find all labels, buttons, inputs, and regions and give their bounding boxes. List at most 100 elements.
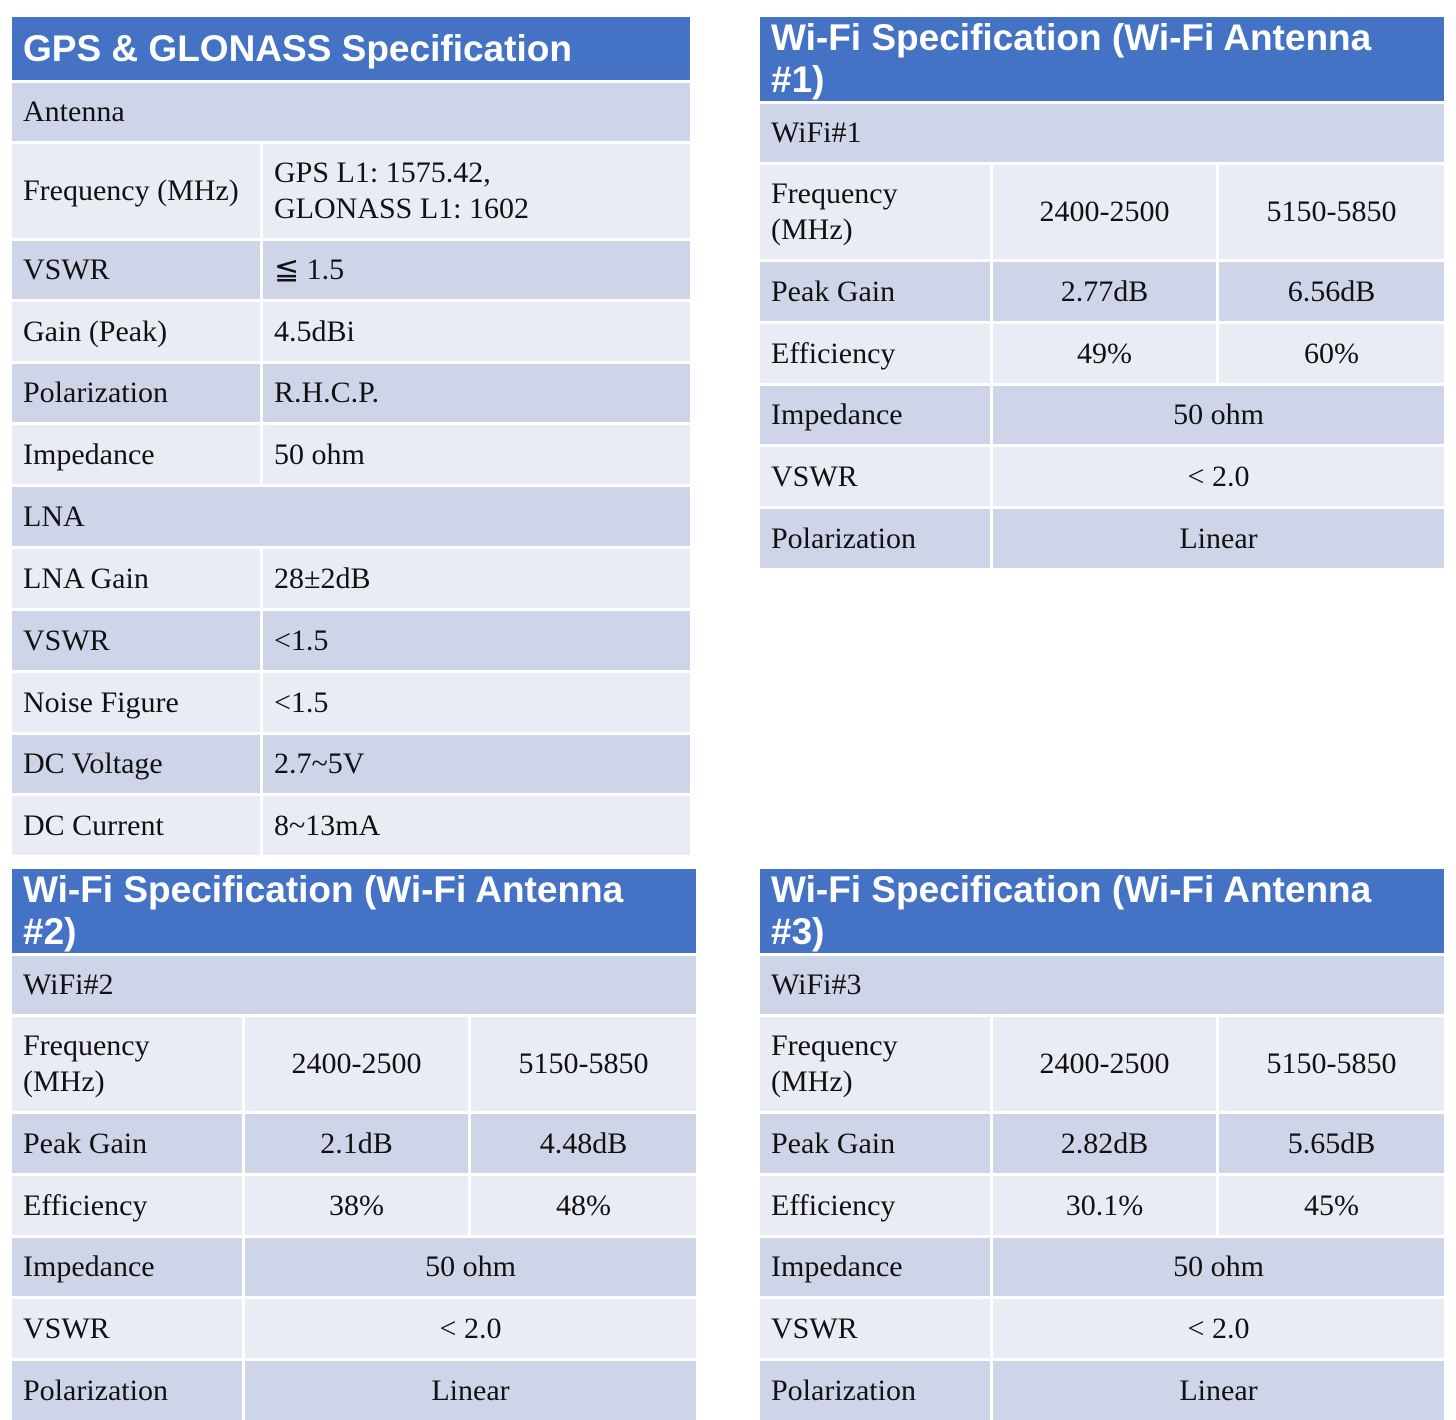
dc-voltage-label: DC Voltage [12,735,263,796]
wifi1-table-title: Wi-Fi Specification (Wi-Fi Antenna #1) [760,17,1444,104]
table-row: VSWR < 2.0 [12,1299,696,1361]
table-row: DC Current 8~13mA [12,796,690,855]
peak-gain-b: 5.65dB [1219,1114,1444,1176]
impedance-label: Impedance [760,1238,993,1299]
table-row: Frequency (MHz) GPS L1: 1575.42, GLONASS … [12,144,690,241]
table-row: DC Voltage 2.7~5V [12,735,690,796]
polarization-value: R.H.C.P. [263,364,690,425]
table-row: Frequency (MHz) 2400-2500 5150-5850 [12,1017,696,1114]
table-row: Peak Gain 2.77dB 6.56dB [760,262,1444,324]
polarization-label: Polarization [12,364,263,425]
polarization-label: Polarization [12,1361,245,1420]
wifi3-section-label: WiFi#3 [760,956,1444,1017]
wifi2-section-label: WiFi#2 [12,956,696,1017]
gps-glonass-table: GPS & GLONASS Specification Antenna Freq… [12,17,690,855]
noise-figure-label: Noise Figure [12,673,263,735]
frequency-label: Frequency (MHz) [760,165,993,262]
peak-gain-label: Peak Gain [760,1114,993,1176]
wifi1-section-label: WiFi#1 [760,104,1444,165]
efficiency-b: 60% [1219,324,1444,386]
polarization-label: Polarization [760,509,993,568]
efficiency-b: 48% [471,1176,696,1238]
lna-vswr-label: VSWR [12,611,263,673]
table-row: Efficiency 38% 48% [12,1176,696,1238]
table-row: VSWR < 2.0 [760,447,1444,509]
noise-figure-value: <1.5 [263,673,690,735]
peak-gain-a: 2.82dB [993,1114,1219,1176]
frequency-label: Frequency (MHz) [12,1017,245,1114]
frequency-value-glonass: GLONASS L1: 1602 [274,192,530,225]
vswr-value: ≦ 1.5 [263,241,690,302]
frequency-band-b: 5150-5850 [1219,1017,1444,1114]
gain-label: Gain (Peak) [12,302,263,364]
table-row: Efficiency 49% 60% [760,324,1444,386]
polarization-label: Polarization [760,1361,993,1420]
impedance-value: 50 ohm [263,425,690,487]
frequency-band-a: 2400-2500 [245,1017,471,1114]
dc-current-label: DC Current [12,796,263,855]
impedance-value: 50 ohm [245,1238,696,1299]
peak-gain-a: 2.1dB [245,1114,471,1176]
vswr-label: VSWR [12,1299,245,1361]
frequency-label: Frequency (MHz) [760,1017,993,1114]
table-row: Polarization Linear [760,509,1444,568]
peak-gain-b: 4.48dB [471,1114,696,1176]
frequency-value: GPS L1: 1575.42, GLONASS L1: 1602 [263,144,690,241]
table-row: Polarization Linear [760,1361,1444,1420]
efficiency-b: 45% [1219,1176,1444,1238]
efficiency-label: Efficiency [12,1176,245,1238]
polarization-value: Linear [245,1361,696,1420]
lna-gain-label: LNA Gain [12,549,263,611]
table-row: LNA Gain 28±2dB [12,549,690,611]
efficiency-a: 38% [245,1176,471,1238]
efficiency-a: 30.1% [993,1176,1219,1238]
table-row: Noise Figure <1.5 [12,673,690,735]
table-row: Antenna [12,83,690,144]
polarization-value: Linear [993,1361,1444,1420]
table-row: Efficiency 30.1% 45% [760,1176,1444,1238]
vswr-value: < 2.0 [245,1299,696,1361]
frequency-band-a: 2400-2500 [993,1017,1219,1114]
efficiency-label: Efficiency [760,1176,993,1238]
lna-gain-value: 28±2dB [263,549,690,611]
table-row: Peak Gain 2.82dB 5.65dB [760,1114,1444,1176]
wifi2-table: Wi-Fi Specification (Wi-Fi Antenna #2) W… [12,869,696,1420]
impedance-label: Impedance [12,1238,245,1299]
efficiency-label: Efficiency [760,324,993,386]
impedance-label: Impedance [760,386,993,447]
dc-voltage-value: 2.7~5V [263,735,690,796]
table-row: Gain (Peak) 4.5dBi [12,302,690,364]
dc-current-value: 8~13mA [263,796,690,855]
table-row: Impedance 50 ohm [12,425,690,487]
lna-section-label: LNA [12,487,690,549]
peak-gain-label: Peak Gain [12,1114,245,1176]
wifi2-table-title: Wi-Fi Specification (Wi-Fi Antenna #2) [12,869,696,956]
wifi3-table: Wi-Fi Specification (Wi-Fi Antenna #3) W… [760,869,1444,1420]
table-row: Impedance 50 ohm [760,1238,1444,1299]
impedance-value: 50 ohm [993,386,1444,447]
efficiency-a: 49% [993,324,1219,386]
frequency-label: Frequency (MHz) [12,144,263,241]
table-row: WiFi#3 [760,956,1444,1017]
table-row: VSWR ≦ 1.5 [12,241,690,302]
vswr-label: VSWR [760,1299,993,1361]
vswr-label: VSWR [12,241,263,302]
table-row: Impedance 50 ohm [760,386,1444,447]
frequency-band-b: 5150-5850 [471,1017,696,1114]
gain-value: 4.5dBi [263,302,690,364]
wifi1-table: Wi-Fi Specification (Wi-Fi Antenna #1) W… [760,17,1444,568]
wifi3-table-title: Wi-Fi Specification (Wi-Fi Antenna #3) [760,869,1444,956]
table-row: Polarization R.H.C.P. [12,364,690,425]
vswr-value: < 2.0 [993,447,1444,509]
impedance-value: 50 ohm [993,1238,1444,1299]
polarization-value: Linear [993,509,1444,568]
frequency-value-gps: GPS L1: 1575.42, [274,156,491,189]
impedance-label: Impedance [12,425,263,487]
table-row: Polarization Linear [12,1361,696,1420]
table-row: WiFi#2 [12,956,696,1017]
gps-table-title: GPS & GLONASS Specification [12,17,690,83]
vswr-label: VSWR [760,447,993,509]
peak-gain-b: 6.56dB [1219,262,1444,324]
table-row: WiFi#1 [760,104,1444,165]
table-row: LNA [12,487,690,549]
